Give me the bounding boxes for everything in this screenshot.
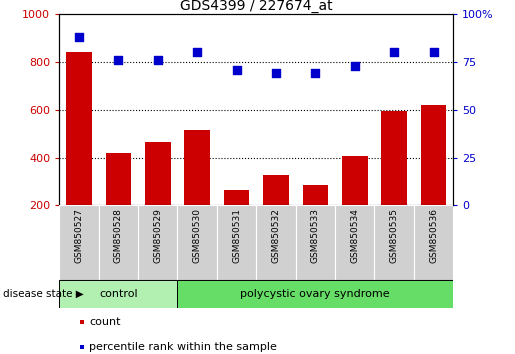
Text: GSM850528: GSM850528	[114, 208, 123, 263]
Text: GSM850531: GSM850531	[232, 208, 241, 263]
Text: GSM850532: GSM850532	[271, 208, 280, 263]
Text: GSM850530: GSM850530	[193, 208, 201, 263]
Text: polycystic ovary syndrome: polycystic ovary syndrome	[241, 289, 390, 299]
Text: GSM850534: GSM850534	[350, 208, 359, 263]
Point	[75, 34, 83, 40]
Bar	[224, 190, 249, 205]
Bar	[374, 205, 414, 280]
Bar	[217, 205, 256, 280]
Bar	[302, 185, 328, 205]
Text: GSM850527: GSM850527	[75, 208, 83, 263]
Point	[311, 70, 319, 76]
Bar	[106, 153, 131, 205]
Point	[153, 57, 162, 63]
Bar	[263, 176, 289, 205]
Text: percentile rank within the sample: percentile rank within the sample	[89, 342, 277, 352]
Bar	[414, 205, 453, 280]
Point	[351, 63, 359, 69]
Point	[390, 50, 398, 55]
Text: GSM850529: GSM850529	[153, 208, 162, 263]
Text: GSM850536: GSM850536	[429, 208, 438, 263]
Text: count: count	[89, 317, 121, 327]
Text: GSM850535: GSM850535	[390, 208, 399, 263]
Bar	[145, 142, 170, 205]
Bar	[177, 280, 453, 308]
Bar	[66, 52, 92, 205]
Point	[114, 57, 123, 63]
Bar	[342, 156, 368, 205]
Text: control: control	[99, 289, 138, 299]
Bar	[421, 105, 447, 205]
Point	[232, 67, 241, 73]
Bar	[381, 111, 407, 205]
Point	[193, 50, 201, 55]
Bar	[335, 205, 374, 280]
Bar	[184, 130, 210, 205]
Bar	[59, 280, 177, 308]
Bar	[256, 205, 296, 280]
Bar	[296, 205, 335, 280]
Point	[272, 70, 280, 76]
Text: disease state ▶: disease state ▶	[3, 289, 83, 299]
Title: GDS4399 / 227674_at: GDS4399 / 227674_at	[180, 0, 333, 13]
Text: GSM850533: GSM850533	[311, 208, 320, 263]
Bar	[59, 205, 99, 280]
Bar	[138, 205, 177, 280]
Bar	[99, 205, 138, 280]
Point	[430, 50, 438, 55]
Bar	[177, 205, 217, 280]
